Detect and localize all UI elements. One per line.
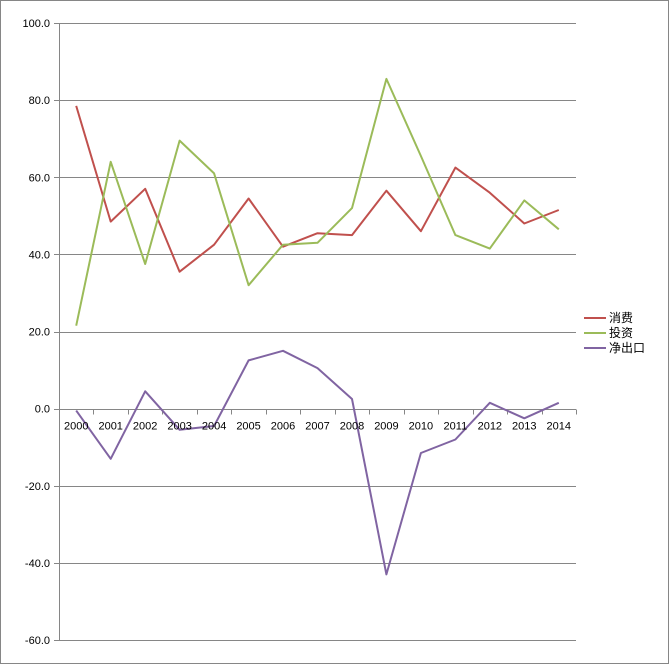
y-tick-label: 100.0 bbox=[22, 18, 50, 30]
y-axis-tick-labels: 100.0 80.0 60.0 40.0 20.0 0.0 -20.0 -40.0 -60.0 bbox=[22, 18, 50, 647]
x-tick-label: 2003 bbox=[167, 421, 191, 433]
x-tick-label: 2001 bbox=[98, 421, 122, 433]
x-tick-label: 2014 bbox=[547, 421, 571, 433]
gridlines bbox=[59, 23, 576, 641]
y-tick-label: 20.0 bbox=[29, 327, 50, 339]
series-line-0 bbox=[75, 105, 560, 273]
series-line-1 bbox=[75, 77, 560, 326]
x-tick-label: 2002 bbox=[133, 421, 157, 433]
x-tick-label: 2013 bbox=[512, 421, 536, 433]
x-tick-label: 2008 bbox=[340, 421, 364, 433]
series-lines bbox=[75, 77, 560, 576]
legend-label-1: 投资 bbox=[609, 325, 633, 340]
axes bbox=[54, 23, 577, 641]
y-tick-label: -60.0 bbox=[25, 635, 50, 647]
y-tick-label: 40.0 bbox=[29, 249, 50, 261]
y-tick-label: 0.0 bbox=[35, 404, 50, 416]
x-tick-label: 2009 bbox=[374, 421, 398, 433]
y-tick-label: 80.0 bbox=[29, 95, 50, 107]
x-axis-tick-labels: 2000 2001 2002 2003 2004 2005 2006 2007 2008 2009… bbox=[64, 421, 571, 433]
x-tick-label: 2007 bbox=[305, 421, 329, 433]
legend-label-2: 净出口 bbox=[609, 341, 645, 355]
x-tick-label: 2010 bbox=[409, 421, 433, 433]
x-tick-label: 2006 bbox=[271, 421, 295, 433]
series-line-2 bbox=[75, 349, 560, 576]
y-tick-label: 60.0 bbox=[29, 172, 50, 184]
x-tick-label: 2000 bbox=[64, 421, 88, 433]
y-tick-label: -40.0 bbox=[25, 558, 50, 570]
x-tick-label: 2005 bbox=[236, 421, 260, 433]
x-tick-label: 2011 bbox=[444, 421, 468, 433]
y-tick-label: -20.0 bbox=[25, 481, 50, 493]
legend-label-0: 消费 bbox=[609, 311, 633, 325]
x-tick-label: 2012 bbox=[478, 421, 502, 433]
x-tick-label: 2004 bbox=[202, 421, 226, 433]
